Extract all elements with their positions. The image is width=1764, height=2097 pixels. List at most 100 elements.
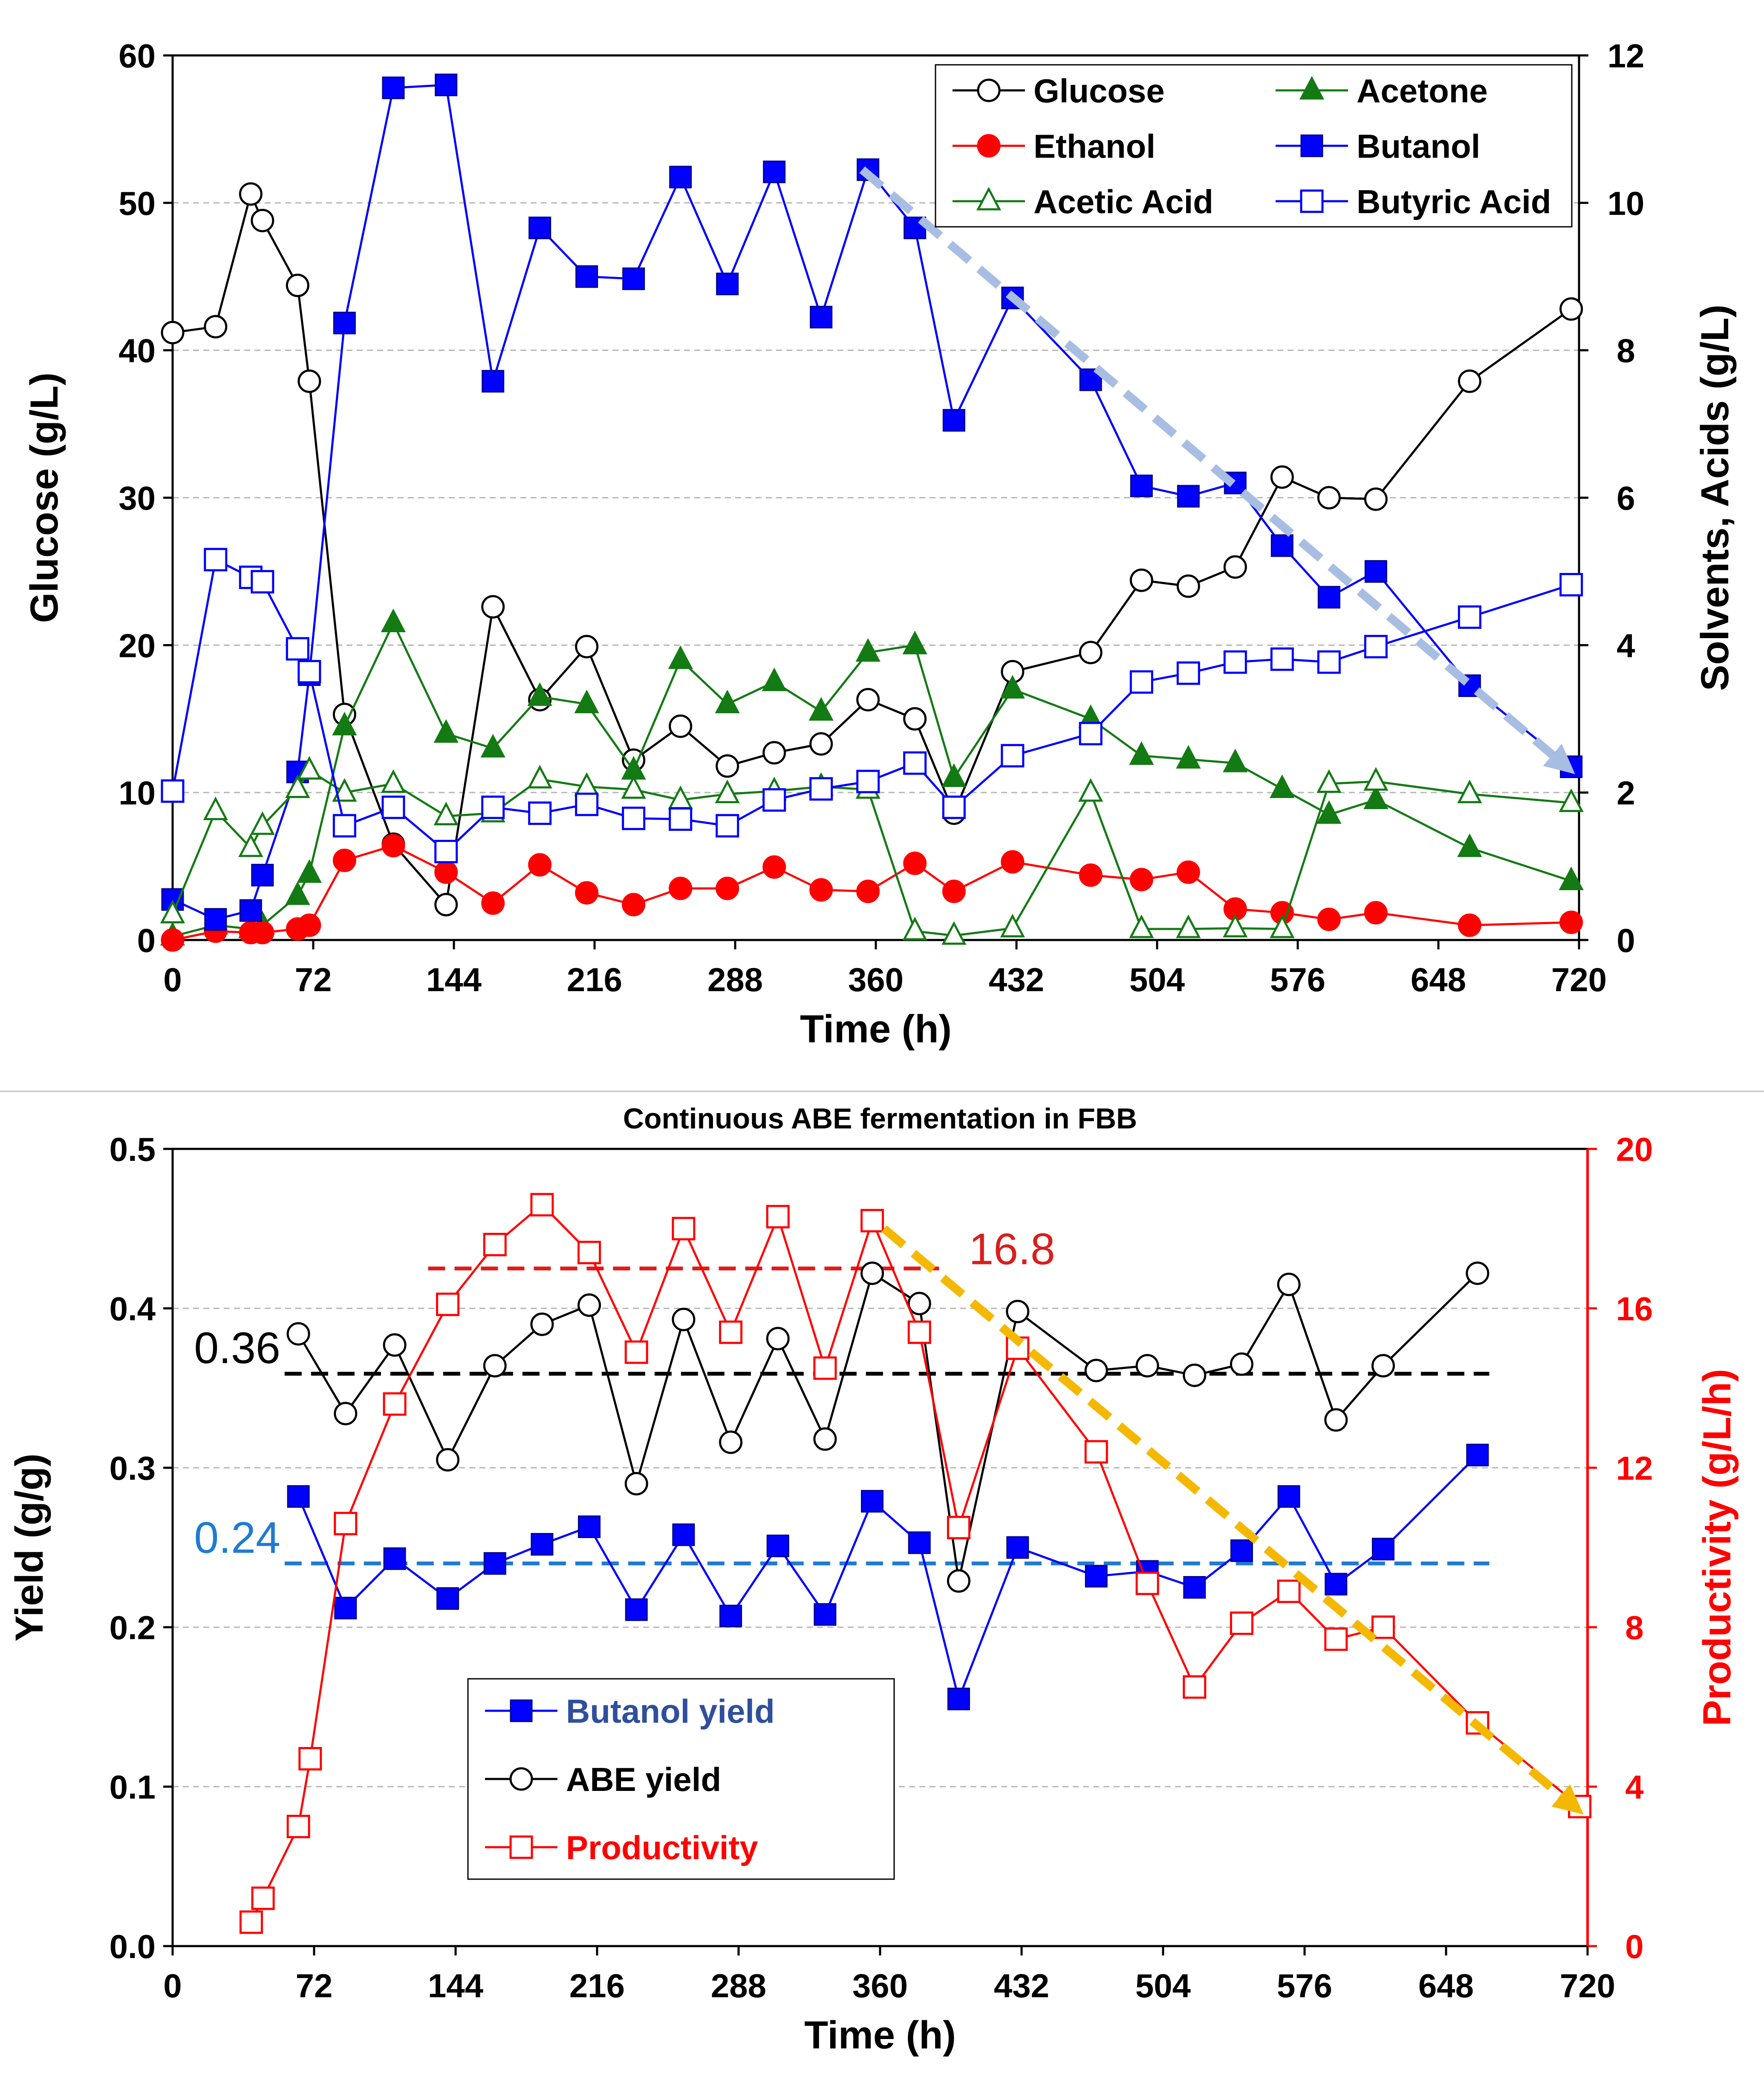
data-point-butyric-acid (481, 795, 505, 819)
legend-marker (509, 1835, 533, 1859)
data-point-acetic-acid (203, 796, 228, 820)
data-point-butanol (763, 160, 786, 183)
y-tick-label: 20 (118, 627, 156, 664)
data-point-butanol-yield (1085, 1565, 1108, 1588)
data-point-butanol (1317, 586, 1340, 609)
data-point-acetone (762, 667, 787, 691)
y-tick-label: 40 (118, 332, 156, 370)
data-point-productivity (719, 1320, 743, 1344)
data-point-productivity (624, 1340, 648, 1364)
data-point-abe-yield (1371, 1354, 1395, 1378)
data-point-acetone (808, 697, 834, 721)
legend-marker (977, 134, 1001, 158)
y-axis-title: Glucose (g/L) (23, 373, 66, 623)
data-point-butyric-acid (1317, 650, 1341, 674)
legend-label: Productivity (566, 1829, 758, 1866)
y2-tick-label: 10 (1608, 185, 1645, 222)
legend-label: Butanol (1357, 127, 1480, 165)
data-point-butanol (1177, 485, 1200, 508)
y-tick-label: 0.1 (110, 1768, 156, 1806)
legend-item-butyric-acid: Butyric Acid (1276, 183, 1551, 220)
data-point-abe-yield (1324, 1408, 1348, 1432)
data-point-butyric-acid (204, 548, 228, 572)
data-point-acetic-acid (621, 775, 646, 799)
data-point-acetone (527, 682, 552, 706)
data-point-acetone (1559, 866, 1584, 891)
data-point-ethanol (161, 928, 185, 952)
data-point-butanol-yield (483, 1552, 506, 1575)
data-point-butanol (382, 76, 405, 99)
y-tick-label: 0.4 (110, 1290, 156, 1328)
series-line-abe-yield (297, 1272, 1478, 1582)
data-point-butyric-acid (903, 751, 927, 775)
data-point-butanol (333, 312, 356, 335)
data-point-ethanol (575, 881, 599, 905)
y-tick-label: 0.3 (110, 1449, 156, 1487)
x-tick-label: 576 (1277, 1967, 1332, 2004)
data-point-butanol-yield (1277, 1485, 1300, 1508)
data-point-abe-yield (907, 1292, 931, 1316)
data-point-glucose (251, 208, 274, 232)
data-point-butyric-acid (575, 793, 599, 816)
data-point-abe-yield (334, 1402, 358, 1426)
data-point-acetone (1363, 785, 1389, 809)
y2-axis-title: Productivity (g/L/h) (1695, 1369, 1739, 1726)
data-point-acetic-acid (160, 900, 185, 923)
data-point-acetic-acid (285, 774, 310, 798)
data-point-abe-yield (813, 1427, 837, 1451)
legend-label: Butanol yield (566, 1692, 775, 1730)
data-point-butanol-yield (383, 1547, 406, 1570)
data-point-acetone (297, 859, 322, 883)
data-point-glucose (239, 182, 263, 206)
reference-label-16-8: 16.8 (969, 1225, 1055, 1274)
data-point-butanol-yield (1183, 1576, 1206, 1599)
data-point-acetic-acid (238, 833, 263, 857)
data-point-acetic-acid (250, 811, 275, 835)
data-point-butanol-yield (1371, 1538, 1394, 1561)
y2-axis-title: Solvents, Acids (g/L) (1693, 304, 1737, 691)
x-axis-title: Time (h) (804, 2013, 956, 2057)
legend-marker (1299, 76, 1325, 100)
data-point-acetic-acid (941, 921, 967, 945)
data-point-butyric-acid (161, 779, 185, 803)
legend-label: Acetone (1357, 72, 1488, 110)
data-point-ethanol (481, 891, 505, 915)
data-point-glucose (481, 595, 505, 619)
data-point-productivity (1371, 1615, 1395, 1639)
data-point-abe-yield (1135, 1354, 1159, 1378)
y-tick-label: 50 (118, 185, 156, 222)
data-point-acetone (668, 645, 693, 669)
data-point-ethanol (716, 876, 739, 900)
data-point-butanol-yield (334, 1597, 357, 1620)
x-tick-label: 576 (1270, 961, 1325, 998)
data-point-glucose (716, 754, 739, 778)
legend-marker (1300, 189, 1324, 213)
data-point-butyric-acid (251, 570, 274, 594)
data-point-glucose (161, 321, 185, 344)
data-point-acetic-acid (433, 801, 459, 825)
data-point-productivity (947, 1516, 970, 1539)
data-point-acetic-acid (381, 769, 406, 793)
x-tick-label: 144 (428, 1967, 483, 2004)
data-point-acetic-acid (1270, 914, 1295, 938)
data-point-productivity (530, 1193, 554, 1217)
data-point-butanol-yield (672, 1523, 695, 1546)
data-point-butanol (528, 217, 551, 240)
data-point-abe-yield (624, 1472, 648, 1495)
y2-tick-label: 8 (1625, 1609, 1643, 1646)
data-point-glucose (1223, 555, 1247, 579)
data-point-butyric-acid (622, 807, 646, 830)
y-tick-label: 60 (118, 37, 156, 75)
data-point-glucose (434, 893, 458, 917)
legend-item-butanol: Butanol (1276, 127, 1480, 165)
legend: Glucose Acetone Ethanol Butanol Acetic Acid B… (935, 64, 1573, 228)
data-point-acetic-acid (1078, 778, 1103, 802)
data-point-butanol-yield (625, 1598, 648, 1621)
data-point-glucose (286, 274, 309, 297)
y2-tick-label: 8 (1617, 332, 1635, 370)
data-point-ethanol (1317, 908, 1341, 931)
trend-arrow-head (1551, 1784, 1584, 1815)
legend-label: ABE yield (566, 1761, 721, 1798)
data-point-butyric-acid (1270, 647, 1294, 671)
y2-tick-label: 16 (1616, 1290, 1653, 1328)
